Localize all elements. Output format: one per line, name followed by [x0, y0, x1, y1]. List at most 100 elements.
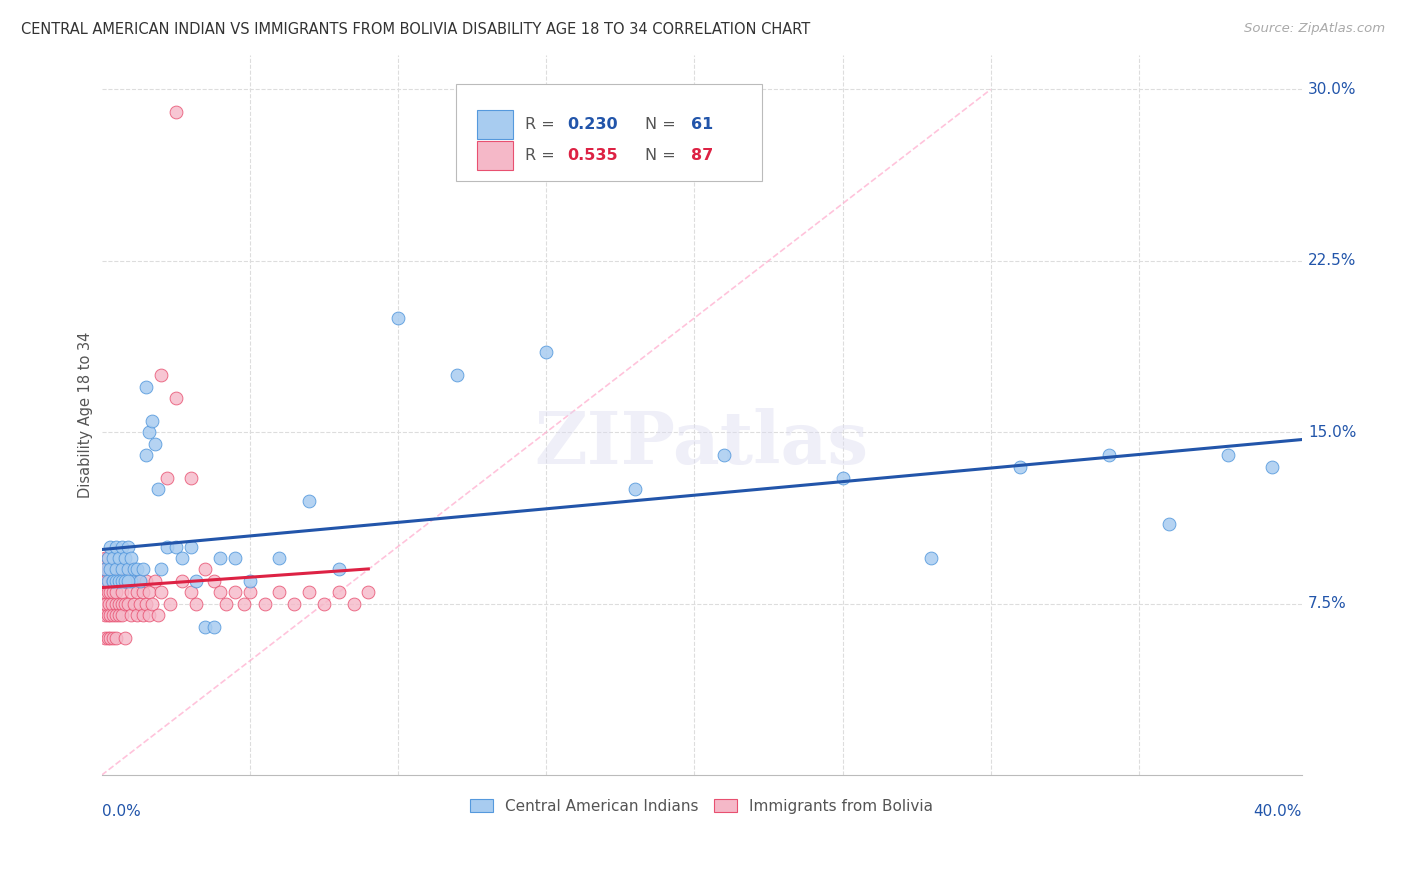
- Text: R =: R =: [526, 117, 560, 132]
- Point: [120, 608, 142, 623]
- Point: [129, 574, 152, 588]
- Point: [132, 562, 155, 576]
- Point: [114, 574, 136, 588]
- Point: [111, 574, 134, 588]
- Point: [96, 631, 118, 645]
- Point: [141, 597, 163, 611]
- Point: [105, 585, 128, 599]
- Point: [117, 597, 139, 611]
- Point: [1157, 516, 1180, 531]
- Point: [114, 574, 136, 588]
- Point: [298, 493, 321, 508]
- Point: [111, 562, 134, 576]
- Point: [105, 631, 128, 645]
- FancyBboxPatch shape: [456, 84, 762, 181]
- Text: 30.0%: 30.0%: [1308, 82, 1357, 97]
- Point: [180, 471, 202, 485]
- Point: [122, 562, 145, 576]
- Point: [170, 551, 193, 566]
- Point: [186, 597, 208, 611]
- Point: [165, 105, 187, 120]
- Text: 0.535: 0.535: [567, 148, 619, 163]
- Text: 15.0%: 15.0%: [1308, 425, 1357, 440]
- Point: [96, 562, 118, 576]
- Point: [446, 368, 468, 383]
- Point: [202, 619, 225, 633]
- Point: [93, 631, 115, 645]
- Point: [100, 608, 122, 623]
- Point: [122, 597, 145, 611]
- Point: [103, 585, 125, 599]
- Text: 87: 87: [690, 148, 713, 163]
- Point: [108, 574, 131, 588]
- Point: [149, 368, 172, 383]
- Text: 7.5%: 7.5%: [1308, 596, 1347, 611]
- Point: [1216, 448, 1239, 462]
- Point: [111, 597, 134, 611]
- Point: [135, 379, 157, 393]
- Text: R =: R =: [526, 148, 560, 163]
- Point: [93, 562, 115, 576]
- Point: [269, 551, 291, 566]
- Point: [138, 585, 160, 599]
- Point: [111, 608, 134, 623]
- Point: [127, 562, 149, 576]
- Point: [209, 585, 232, 599]
- Point: [215, 597, 238, 611]
- Point: [135, 597, 157, 611]
- Point: [117, 540, 139, 554]
- Point: [328, 585, 350, 599]
- Point: [108, 574, 131, 588]
- Point: [135, 574, 157, 588]
- Text: N =: N =: [645, 117, 682, 132]
- Text: 40.0%: 40.0%: [1254, 804, 1302, 819]
- Point: [117, 574, 139, 588]
- Point: [149, 585, 172, 599]
- Point: [141, 414, 163, 428]
- Point: [103, 574, 125, 588]
- Point: [920, 551, 942, 566]
- Point: [108, 574, 131, 588]
- Point: [94, 574, 117, 588]
- Point: [224, 551, 246, 566]
- Point: [194, 619, 217, 633]
- Text: 22.5%: 22.5%: [1308, 253, 1357, 268]
- Point: [103, 562, 125, 576]
- Point: [96, 585, 118, 599]
- Point: [96, 608, 118, 623]
- Point: [105, 562, 128, 576]
- Point: [94, 597, 117, 611]
- Point: [117, 574, 139, 588]
- Point: [298, 585, 321, 599]
- Point: [283, 597, 305, 611]
- Point: [96, 551, 118, 566]
- Point: [138, 425, 160, 440]
- Point: [111, 540, 134, 554]
- Point: [120, 585, 142, 599]
- Point: [328, 562, 350, 576]
- Point: [132, 608, 155, 623]
- Point: [129, 574, 152, 588]
- Point: [624, 483, 647, 497]
- Point: [239, 574, 262, 588]
- Point: [1098, 448, 1121, 462]
- Point: [357, 585, 380, 599]
- Point: [114, 551, 136, 566]
- Point: [120, 551, 142, 566]
- Point: [146, 608, 169, 623]
- Point: [224, 585, 246, 599]
- Point: [96, 551, 118, 566]
- Point: [156, 540, 179, 554]
- Point: [1010, 459, 1032, 474]
- Point: [93, 608, 115, 623]
- FancyBboxPatch shape: [477, 110, 513, 138]
- Point: [170, 574, 193, 588]
- Point: [101, 597, 124, 611]
- Text: 61: 61: [690, 117, 713, 132]
- Point: [93, 585, 115, 599]
- Point: [100, 585, 122, 599]
- Point: [713, 448, 735, 462]
- Point: [180, 540, 202, 554]
- Text: N =: N =: [645, 148, 682, 163]
- Point: [209, 551, 232, 566]
